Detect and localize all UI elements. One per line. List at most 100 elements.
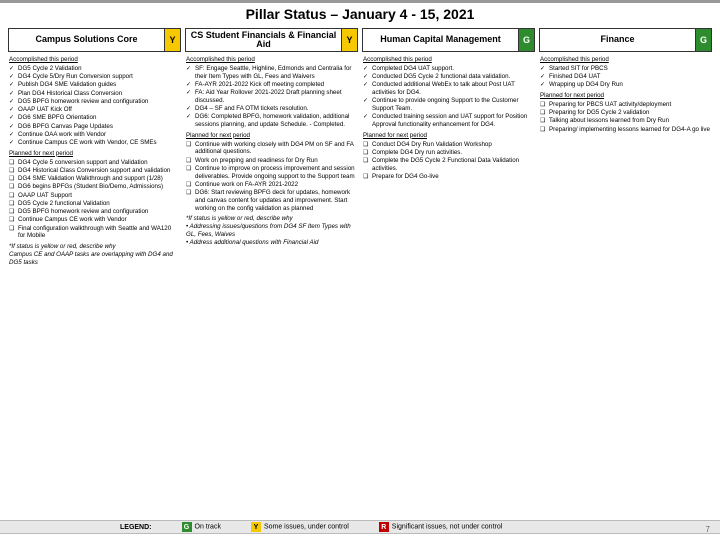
chip-r-icon: R	[379, 522, 389, 532]
check-icon: ✓	[363, 113, 371, 121]
item-list: ❑DG4 Cycle 5 conversion support and Vali…	[9, 159, 180, 241]
list-item: ✓Completed DG4 UAT support.	[363, 65, 534, 73]
list-item: ❑DG5 BPFG homework review and configurat…	[9, 208, 180, 216]
check-icon: ✓	[9, 106, 17, 114]
box-icon: ❑	[363, 157, 371, 165]
legend-item-r: RSignificant issues, not under control	[379, 522, 503, 532]
box-icon: ❑	[363, 173, 371, 181]
check-icon: ✓	[363, 97, 371, 105]
item-list: ✓SF: Engage Seattle, Highline, Edmonds a…	[186, 65, 357, 129]
list-item: ❑Conduct DG4 Dry Run Validation Workshop	[363, 141, 534, 149]
box-icon: ❑	[9, 175, 17, 183]
box-icon: ❑	[540, 109, 548, 117]
legend-bar: LEGEND: GOn track YSome issues, under co…	[0, 520, 720, 534]
check-icon: ✓	[9, 131, 17, 139]
pillar-column: Campus Solutions CoreYAccomplished this …	[8, 28, 181, 268]
box-icon: ❑	[186, 165, 194, 173]
check-icon: ✓	[9, 65, 17, 73]
section-label: Planned for next period	[540, 92, 711, 100]
item-list: ✓DG5 Cycle 2 Validation✓DG4 Cycle 5/Dry …	[9, 65, 180, 147]
list-item: ❑Continue to improve on process improvem…	[186, 165, 357, 181]
check-icon: ✓	[540, 73, 548, 81]
list-item: ✓Publish DG4 SME Validation guides	[9, 81, 180, 89]
box-icon: ❑	[540, 126, 548, 134]
box-icon: ❑	[186, 157, 194, 165]
list-item: ✓DG6 SME BPFG Orientation	[9, 114, 180, 122]
box-icon: ❑	[9, 208, 17, 216]
section-label: Accomplished this period	[363, 56, 534, 64]
list-item: ❑DG6: Start reviewing BPFG deck for upda…	[186, 189, 357, 212]
check-icon: ✓	[363, 81, 371, 89]
section-label: Planned for next period	[9, 150, 180, 158]
list-item: ✓DG5 Cycle 2 Validation	[9, 65, 180, 73]
box-icon: ❑	[363, 141, 371, 149]
list-item: ❑Talking about lessons learned from Dry …	[540, 117, 711, 125]
section-label: Planned for next period	[186, 132, 357, 140]
list-item: ✓Finished DG4 UAT	[540, 73, 711, 81]
list-item: ❑Preparing for DG5 Cycle 2 validation	[540, 109, 711, 117]
list-item: ❑Prepare for DG4 Go-live	[363, 173, 534, 181]
check-icon: ✓	[540, 81, 548, 89]
pillar-header: Human Capital ManagementG	[362, 28, 535, 52]
check-icon: ✓	[186, 113, 194, 121]
pillar-title: Human Capital Management	[363, 29, 518, 51]
list-item: ✓Continue Campus CE work with Vendor, CE…	[9, 139, 180, 147]
legend-item-y: YSome issues, under control	[251, 522, 349, 532]
list-item: ❑DG4 Historical Class Conversion support…	[9, 167, 180, 175]
section-label: Planned for next period	[363, 132, 534, 140]
check-icon: ✓	[9, 98, 17, 106]
legend-label: LEGEND:	[120, 524, 152, 531]
pillar-header: FinanceG	[539, 28, 712, 52]
check-icon: ✓	[540, 65, 548, 73]
check-icon: ✓	[9, 81, 17, 89]
pillar-columns: Campus Solutions CoreYAccomplished this …	[0, 28, 720, 268]
page-number: 7	[706, 525, 710, 534]
legend-item-g: GOn track	[182, 522, 221, 532]
list-item: ✓Conducted training session and UAT supp…	[363, 113, 534, 129]
list-item: ❑DG4 Cycle 5 conversion support and Vali…	[9, 159, 180, 167]
box-icon: ❑	[9, 183, 17, 191]
pillar-body: Accomplished this period✓SF: Engage Seat…	[185, 54, 358, 248]
box-icon: ❑	[9, 159, 17, 167]
box-icon: ❑	[186, 141, 194, 149]
section-label: Accomplished this period	[186, 56, 357, 64]
pillar-column: FinanceGAccomplished this period✓Started…	[539, 28, 712, 268]
section-label: Accomplished this period	[540, 56, 711, 64]
list-item: ❑OAAP UAT Support	[9, 192, 180, 200]
check-icon: ✓	[9, 90, 17, 98]
box-icon: ❑	[540, 101, 548, 109]
pillar-header: CS Student Financials & Financial AidY	[185, 28, 358, 52]
list-item: ❑DG6 begins BPFGs (Student Bio/Demo, Adm…	[9, 183, 180, 191]
list-item: ✓FA: Aid Year Rollover 2021-2022 Draft p…	[186, 89, 357, 105]
pillar-status-badge: G	[518, 29, 534, 51]
pillar-title: Finance	[540, 29, 695, 51]
list-item: ❑Complete the DG5 Cycle 2 Functional Dat…	[363, 157, 534, 173]
list-item: ❑DG4 SME Validation Walkthrough and supp…	[9, 175, 180, 183]
check-icon: ✓	[186, 105, 194, 113]
list-item: ❑Preparing for PBCS UAT activity/deploym…	[540, 101, 711, 109]
list-item: ❑Continue with working closely with DG4 …	[186, 141, 357, 157]
box-icon: ❑	[9, 225, 17, 233]
list-item: ❑Continue Campus CE work with Vendor	[9, 216, 180, 224]
list-item: ✓DG6: Completed BPFG, homework validatio…	[186, 113, 357, 129]
box-icon: ❑	[9, 192, 17, 200]
item-list: ❑Preparing for PBCS UAT activity/deploym…	[540, 101, 711, 134]
check-icon: ✓	[9, 139, 17, 147]
list-item: ✓Plan DG4 Historical Class Conversion	[9, 90, 180, 98]
check-icon: ✓	[363, 73, 371, 81]
list-item: ✓FA-AYR 2021-2022 Kick off meeting compl…	[186, 81, 357, 89]
list-item: ❑Continue work on FA-AYR 2021-2022	[186, 181, 357, 189]
check-icon: ✓	[9, 114, 17, 122]
list-item: ❑Complete DG4 Dry run activities.	[363, 149, 534, 157]
pillar-header: Campus Solutions CoreY	[8, 28, 181, 52]
item-list: ❑Conduct DG4 Dry Run Validation Workshop…	[363, 141, 534, 181]
item-list: ✓Completed DG4 UAT support.✓Conducted DG…	[363, 65, 534, 129]
list-item: ✓DG6 BPFG Canvas Page Updates	[9, 123, 180, 131]
pillar-body: Accomplished this period✓DG5 Cycle 2 Val…	[8, 54, 181, 268]
pillar-status-badge: Y	[341, 29, 357, 51]
check-icon: ✓	[9, 73, 17, 81]
list-item: ✓Continue OAA work with Vendor	[9, 131, 180, 139]
pillar-title: CS Student Financials & Financial Aid	[186, 29, 341, 51]
list-item: ✓DG4 Cycle 5/Dry Run Conversion support	[9, 73, 180, 81]
list-item: ❑DG5 Cycle 2 functional Validation	[9, 200, 180, 208]
